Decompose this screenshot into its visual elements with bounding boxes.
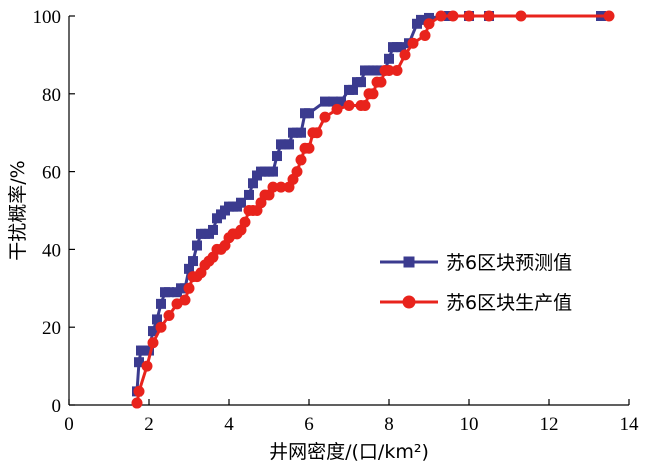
data-point-square <box>296 127 306 138</box>
x-tick-label: 6 <box>304 414 314 435</box>
data-point-circle <box>375 76 387 88</box>
data-point-square <box>424 12 434 23</box>
data-point-square <box>164 287 174 298</box>
x-tick-label: 14 <box>620 414 640 435</box>
data-point-circle <box>291 166 303 178</box>
data-point-circle <box>179 294 191 306</box>
legend-marker-square <box>403 256 415 268</box>
legend-label-2: 苏6区块生产值 <box>446 292 572 314</box>
data-point-square <box>328 96 338 107</box>
data-point-square <box>320 96 330 107</box>
data-point-circle <box>359 99 371 111</box>
legend-label-1: 苏6区块预测值 <box>446 252 572 274</box>
data-point-circle <box>383 64 395 76</box>
x-tick-label: 12 <box>540 414 559 435</box>
data-point-square <box>208 224 218 235</box>
data-point-square <box>272 151 282 162</box>
data-point-square <box>284 139 294 150</box>
data-point-circle <box>391 64 403 76</box>
data-point-circle <box>267 181 279 193</box>
data-point-circle <box>275 181 287 193</box>
series-2 <box>131 10 615 409</box>
data-point-square <box>268 166 278 177</box>
data-point-circle <box>147 337 159 349</box>
data-point-circle <box>407 37 419 49</box>
data-point-circle <box>367 88 379 100</box>
data-point-square <box>416 14 426 25</box>
data-point-square <box>236 197 246 208</box>
data-point-circle <box>343 99 355 111</box>
x-tick-label: 4 <box>224 414 234 435</box>
data-point-circle <box>463 10 475 22</box>
x-tick-label: 8 <box>384 414 394 435</box>
data-point-circle <box>295 154 307 166</box>
data-point-circle <box>133 385 145 397</box>
y-tick-label: 100 <box>33 7 62 28</box>
data-point-square <box>336 96 346 107</box>
data-point-square <box>144 345 154 356</box>
data-point-circle <box>319 111 331 123</box>
data-point-circle <box>155 321 167 333</box>
data-point-square <box>134 357 144 368</box>
data-point-circle <box>423 18 435 30</box>
data-point-circle <box>435 10 447 22</box>
data-point-square <box>188 256 198 267</box>
data-point-square <box>356 77 366 88</box>
data-point-circle <box>141 360 153 372</box>
legend-marker-circle <box>402 295 416 309</box>
y-tick-label: 20 <box>42 318 61 339</box>
data-point-circle <box>515 10 527 22</box>
series-1 <box>132 11 606 397</box>
data-point-square <box>396 42 406 53</box>
data-point-square <box>184 263 194 274</box>
y-tick-label: 0 <box>52 396 62 417</box>
data-point-square <box>304 108 314 119</box>
y-axis-title: 干扰概率/% <box>7 160 29 260</box>
data-point-square <box>348 84 358 95</box>
data-point-circle <box>331 103 343 115</box>
data-point-square <box>384 53 394 64</box>
data-point-square <box>156 298 166 309</box>
data-point-square <box>192 240 202 251</box>
data-point-circle <box>483 10 495 22</box>
data-point-circle <box>183 282 195 294</box>
data-point-circle <box>447 10 459 22</box>
data-point-circle <box>419 29 431 41</box>
data-point-square <box>244 189 254 200</box>
axes: 0 2 4 6 8 10 12 14 0 20 40 60 80 100 <box>33 7 640 435</box>
data-point-square <box>152 314 162 325</box>
x-tick-label: 10 <box>460 414 479 435</box>
data-point-circle <box>131 397 143 409</box>
y-tick-label: 80 <box>42 85 61 106</box>
data-point-square <box>148 326 158 337</box>
x-axis-title: 井网密度/(口/km²) <box>269 441 429 463</box>
series-layer <box>131 10 615 409</box>
data-point-circle <box>239 216 251 228</box>
data-point-circle <box>303 142 315 154</box>
y-tick-label: 40 <box>42 240 61 261</box>
y-tick-label: 60 <box>42 163 61 184</box>
x-tick-label: 2 <box>144 414 154 435</box>
data-point-circle <box>311 127 323 139</box>
data-point-circle <box>603 10 615 22</box>
data-point-square <box>248 178 258 189</box>
data-point-circle <box>163 310 175 322</box>
data-point-circle <box>399 49 411 61</box>
axis-titles: 井网密度/(口/km²) 干扰概率/% <box>7 160 429 463</box>
x-tick-label: 0 <box>64 414 74 435</box>
